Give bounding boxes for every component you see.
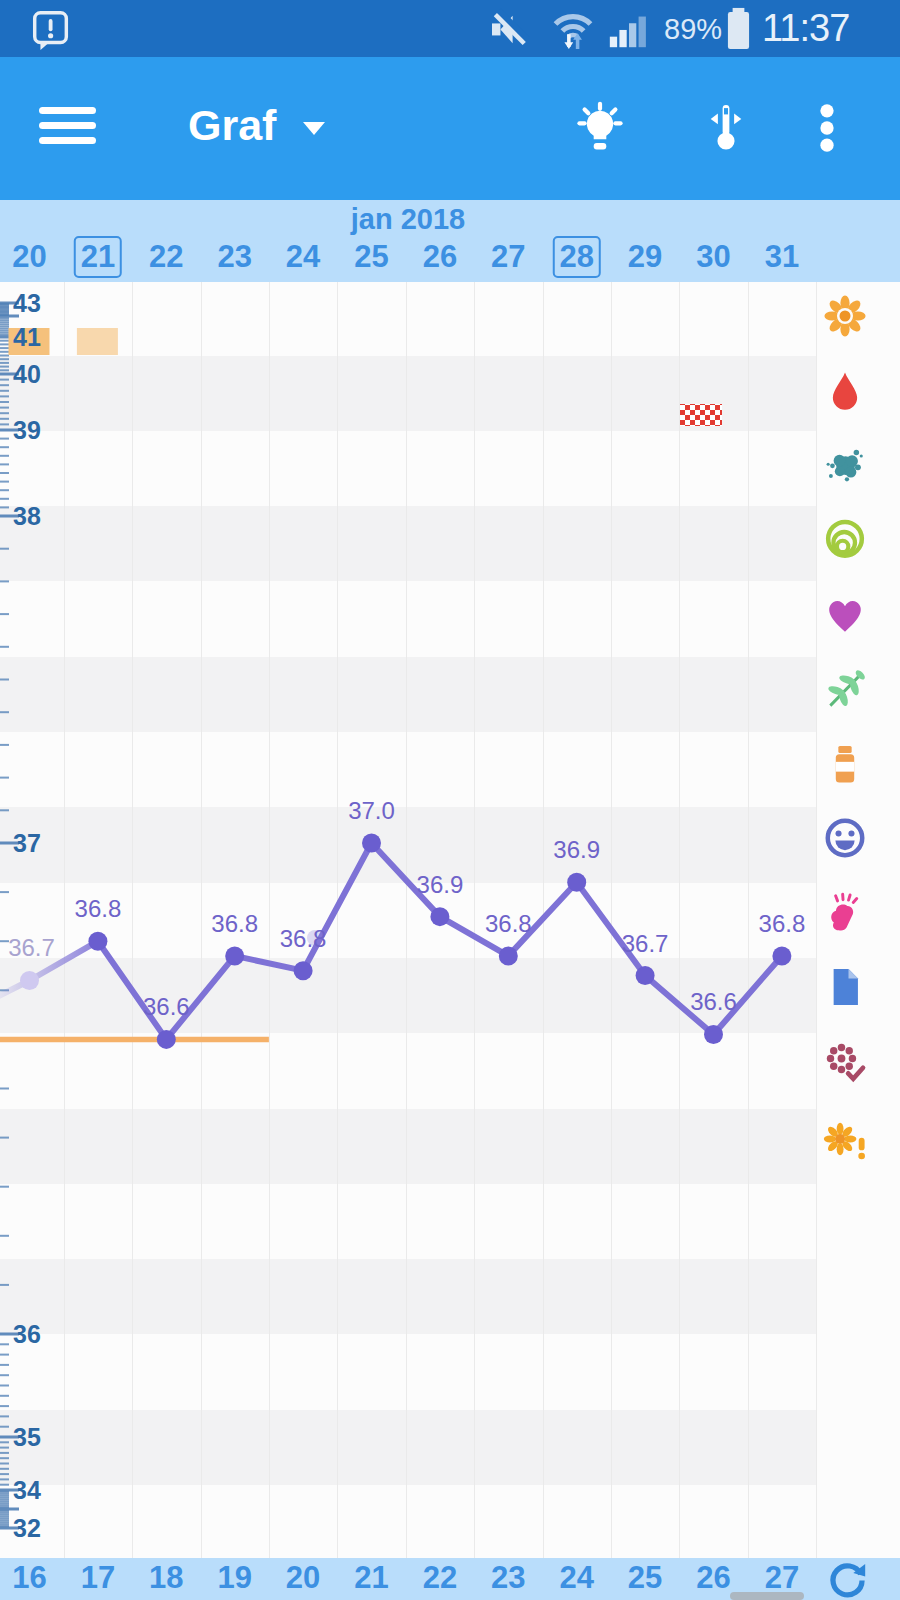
event-icon-rings	[822, 516, 869, 567]
day-gridline	[679, 282, 680, 1558]
thermometer-button[interactable]	[699, 100, 753, 158]
y-axis-label-43: 43	[13, 289, 41, 318]
chart-row-stripe	[0, 506, 816, 581]
temp-label-28: 36.9	[553, 836, 600, 864]
sound-muted-icon	[486, 6, 531, 55]
bottom-day-25[interactable]: 25	[628, 1560, 662, 1596]
day-gridline	[132, 282, 133, 1558]
event-icon-flower-alert	[822, 1113, 869, 1164]
y-axis-label-35: 35	[13, 1423, 41, 1452]
lightbulb-button[interactable]	[572, 100, 628, 160]
bottom-day-20[interactable]: 20	[286, 1560, 320, 1596]
bottom-day-19[interactable]: 19	[217, 1560, 251, 1596]
day-gridline	[337, 282, 338, 1558]
event-icon-sneeze	[822, 889, 869, 940]
temp-label-25: 37.0	[348, 797, 395, 825]
bottom-day-22[interactable]: 22	[423, 1560, 457, 1596]
event-icon-smiley	[822, 815, 869, 866]
y-axis-label-36: 36	[13, 1320, 41, 1349]
bottom-day-24[interactable]: 24	[559, 1560, 593, 1596]
status-bar: 89% 11:37	[0, 0, 900, 57]
signal-icon	[606, 6, 652, 56]
top-day-28[interactable]: 28	[552, 236, 600, 278]
bottom-day-26[interactable]: 26	[696, 1560, 730, 1596]
temp-label-24: 36.8	[280, 925, 327, 953]
chart-row-stripe	[0, 1259, 816, 1334]
day-gridline	[474, 282, 475, 1558]
top-day-31[interactable]: 31	[765, 239, 799, 275]
bottom-day-23[interactable]: 23	[491, 1560, 525, 1596]
top-day-25[interactable]: 25	[354, 239, 388, 275]
chart-row-stripe	[0, 1109, 816, 1184]
day-gridline	[201, 282, 202, 1558]
menu-button[interactable]	[39, 105, 97, 153]
scroll-grip	[730, 1592, 804, 1600]
temp-label-31: 36.8	[759, 910, 806, 938]
battery-percent: 89%	[664, 13, 722, 46]
bottom-day-17[interactable]: 17	[81, 1560, 115, 1596]
y-axis-label-37: 37	[13, 829, 41, 858]
top-day-30[interactable]: 30	[696, 239, 730, 275]
day-gridline	[269, 282, 270, 1558]
day-gridline	[543, 282, 544, 1558]
page-title[interactable]: Graf	[188, 101, 276, 150]
y-axis-label-38: 38	[13, 502, 41, 531]
y-axis-label-40: 40	[13, 360, 41, 389]
bottom-day-18[interactable]: 18	[149, 1560, 183, 1596]
app-bar	[0, 57, 900, 200]
top-day-24[interactable]: 24	[286, 239, 320, 275]
title-dropdown-caret[interactable]	[303, 122, 325, 135]
chart-row-stripe	[0, 807, 816, 882]
chart-row-stripe	[0, 356, 816, 431]
temp-label-26: 36.9	[417, 871, 464, 899]
month-label: jan 2018	[351, 203, 465, 236]
day-gridline	[816, 282, 817, 1558]
screen: 89% 11:37 Graf jan 2018 20 21 22 23 24 25 26 27…	[0, 0, 900, 1600]
wifi-icon	[548, 4, 598, 58]
bottom-day-16[interactable]: 16	[12, 1560, 46, 1596]
sync-button[interactable]	[826, 1558, 868, 1600]
temp-label-29: 36.7	[622, 930, 669, 958]
top-day-27[interactable]: 27	[491, 239, 525, 275]
temp-label-27: 36.8	[485, 910, 532, 938]
bottom-day-21[interactable]: 21	[354, 1560, 388, 1596]
day-gridline	[748, 282, 749, 1558]
bottom-day-27[interactable]: 27	[765, 1560, 799, 1596]
notification-alert-icon	[28, 7, 74, 57]
event-icon-flower	[822, 293, 869, 344]
temp-label-20: 36.7	[8, 934, 55, 962]
event-icon-heart	[822, 591, 869, 642]
day-gridline	[406, 282, 407, 1558]
temp-label-21: 36.8	[75, 895, 122, 923]
top-day-26[interactable]: 26	[423, 239, 457, 275]
temp-label-23: 36.8	[211, 910, 258, 938]
event-icon-flower-check	[822, 1039, 869, 1090]
y-axis-label-39: 39	[13, 416, 41, 445]
event-icon-splat	[822, 442, 869, 493]
top-day-21[interactable]: 21	[74, 236, 122, 278]
event-icon-leaves	[822, 666, 869, 717]
top-day-20[interactable]: 20	[12, 239, 46, 275]
chart-row-stripe	[0, 657, 816, 732]
temp-label-30: 36.6	[690, 988, 737, 1016]
top-day-22[interactable]: 22	[149, 239, 183, 275]
top-day-29[interactable]: 29	[628, 239, 662, 275]
day-gridline	[611, 282, 612, 1558]
top-day-23[interactable]: 23	[217, 239, 251, 275]
battery-icon	[724, 5, 753, 56]
day-gridline	[64, 282, 65, 1558]
event-icon-droplet	[822, 367, 869, 418]
event-icon-medicine-bottle	[822, 740, 869, 791]
temp-label-22: 36.6	[143, 993, 190, 1021]
y-axis-label-41: 41	[13, 323, 41, 352]
event-icon-document	[822, 964, 869, 1015]
chart-row-stripe	[0, 1410, 816, 1485]
y-axis-label-32: 32	[13, 1514, 41, 1543]
clock: 11:37	[762, 7, 849, 50]
overflow-menu-button[interactable]	[812, 102, 842, 158]
y-axis-label-34: 34	[13, 1476, 41, 1505]
